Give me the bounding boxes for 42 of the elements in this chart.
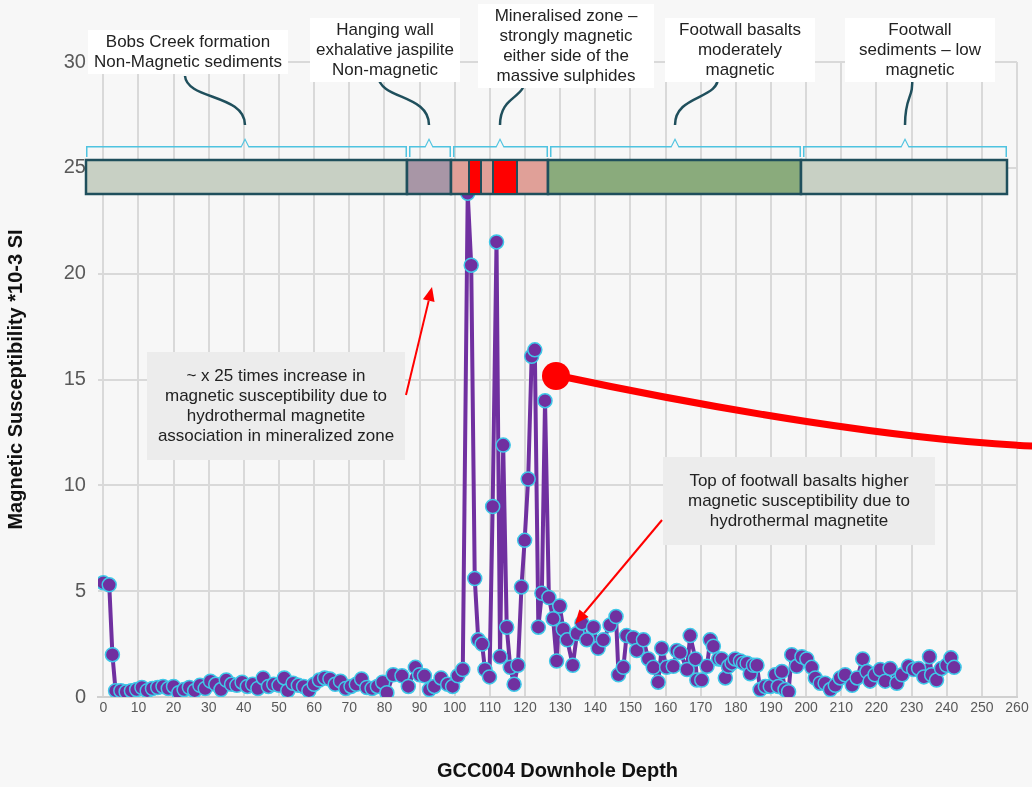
- x-tick-label: 160: [653, 699, 678, 716]
- x-tick-label: 110: [478, 699, 502, 716]
- x-tick-label: 80: [376, 699, 393, 716]
- x-tick-label: 20: [165, 699, 182, 716]
- x-tick-label: 240: [935, 699, 959, 716]
- annotation: Hanging wall exhalative jaspilite Non-magnetic: [310, 18, 460, 82]
- x-tick-label: 250: [970, 699, 994, 716]
- y-tick-label: 30: [63, 49, 86, 72]
- y-axis-title: Magnetic Susceptibility *10-3 SI: [3, 229, 26, 530]
- y-tick-label: 20: [63, 261, 86, 284]
- x-tick-label: 60: [306, 699, 323, 716]
- x-tick-label: 40: [236, 699, 252, 716]
- x-tick-label: 210: [829, 699, 854, 716]
- y-tick-label: 25: [63, 155, 86, 178]
- x-tick-label: 230: [899, 699, 924, 716]
- annotation: Mineralised zone – strongly magnetic either side of the massive sulphides: [478, 4, 654, 88]
- annotation: Bobs Creek formation Non-Magnetic sediments: [88, 30, 288, 74]
- x-tick-label: 180: [724, 699, 748, 716]
- x-tick-label: 90: [411, 699, 428, 716]
- annotation: Top of footwall basalts higher magnetic susceptibility due to hydrothermal magnetite: [663, 457, 935, 545]
- annotation: ~ x 25 times increase in magnetic susceptibility due to hydrothermal magnetite association in mineralized zone: [147, 352, 405, 460]
- x-tick-label: 130: [548, 699, 573, 716]
- annotation: Footwall basalts moderately magnetic: [665, 18, 815, 82]
- y-tick-label: 15: [63, 367, 86, 390]
- x-tick-label: 150: [618, 699, 643, 716]
- x-tick-label: 260: [1005, 699, 1029, 716]
- y-tick-label: 10: [63, 472, 86, 495]
- annotation: Footwall sediments – low magnetic: [845, 18, 995, 82]
- x-tick-label: 120: [513, 699, 537, 716]
- y-tick-label: 5: [74, 578, 86, 601]
- x-tick-label: 140: [583, 699, 608, 716]
- x-tick-label: 0: [99, 699, 108, 716]
- x-tick-label: 220: [864, 699, 889, 716]
- x-tick-label: 30: [200, 699, 217, 716]
- x-axis-title: GCC004 Downhole Depth: [436, 758, 679, 781]
- x-tick-label: 190: [759, 699, 783, 716]
- x-tick-label: 100: [443, 699, 467, 716]
- x-tick-label: 10: [130, 699, 147, 716]
- x-tick-label: 170: [689, 699, 713, 716]
- x-tick-label: 70: [341, 699, 358, 716]
- x-tick-label: 50: [271, 699, 287, 716]
- x-tick-label: 200: [794, 699, 819, 716]
